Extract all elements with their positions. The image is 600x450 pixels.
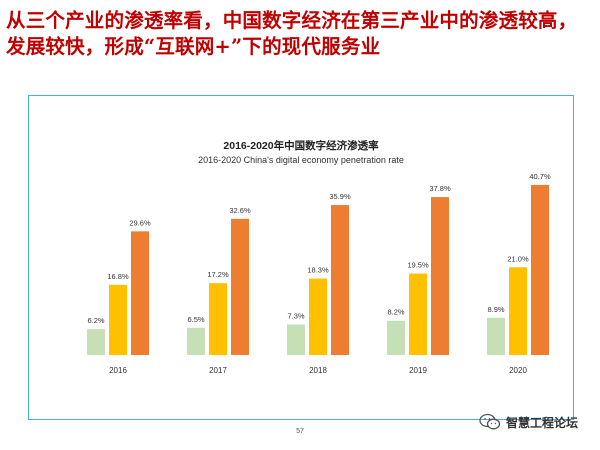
data-label-secondary-industry-2019: 19.5% (407, 261, 429, 270)
x-tick-label-2018: 2018 (309, 366, 327, 375)
page-number: 57 (296, 428, 304, 435)
x-tick-label-2016: 2016 (109, 366, 127, 375)
bar-primary-industry-2018 (287, 324, 305, 355)
bar-secondary-industry-2019 (409, 273, 427, 355)
bar-tertiary-industry-2018 (331, 205, 349, 355)
bar-secondary-industry-2020 (509, 267, 527, 355)
data-label-primary-industry-2020: 8.9% (487, 305, 504, 314)
data-label-tertiary-industry-2019: 37.8% (429, 184, 451, 193)
data-label-primary-industry-2018: 7.3% (287, 312, 304, 321)
bar-tertiary-industry-2016 (131, 231, 149, 355)
bar-secondary-industry-2016 (109, 284, 127, 355)
bar-tertiary-industry-2017 (231, 218, 249, 355)
bar-primary-industry-2016 (87, 329, 105, 355)
data-label-tertiary-industry-2016: 29.6% (129, 218, 151, 227)
watermark-text: 智慧工程论坛 (505, 415, 578, 430)
bar-primary-industry-2019 (387, 320, 405, 355)
data-label-secondary-industry-2017: 17.2% (207, 270, 229, 279)
data-label-tertiary-industry-2020: 40.7% (529, 172, 551, 181)
chart-frame (28, 95, 574, 420)
data-label-secondary-industry-2018: 18.3% (307, 266, 329, 275)
wechat-icon (479, 413, 501, 430)
data-label-primary-industry-2019: 8.2% (387, 308, 404, 317)
data-label-primary-industry-2016: 6.2% (87, 316, 104, 325)
data-label-secondary-industry-2020: 21.0% (507, 254, 529, 263)
bar-primary-industry-2020 (487, 317, 505, 355)
bar-secondary-industry-2018 (309, 278, 327, 355)
x-tick-label-2019: 2019 (409, 366, 427, 375)
bar-tertiary-industry-2020 (531, 184, 549, 355)
bar-primary-industry-2017 (187, 327, 205, 355)
headline: 从三个产业的渗透率看，中国数字经济在第三产业中的渗透较高，发展较快，形成“互联网… (6, 9, 578, 58)
data-label-tertiary-industry-2017: 32.6% (229, 206, 251, 215)
bar-secondary-industry-2017 (209, 283, 227, 355)
x-tick-label-2017: 2017 (209, 366, 227, 375)
chart: 2016-2020年中国数字经济渗透率 2016-2020 China's di… (28, 95, 574, 420)
chart-subtitle: 2016-2020 China's digital economy penetr… (198, 155, 404, 165)
bar-chart-plot: 6.2% 16.8% 29.6% 2016 6.5% 17.2% 32.6% 2017 7.3%… (87, 172, 551, 375)
data-label-tertiary-industry-2018: 35.9% (329, 192, 351, 201)
bar-tertiary-industry-2019 (431, 197, 449, 355)
data-label-secondary-industry-2016: 16.8% (107, 272, 129, 281)
chart-title: 2016-2020年中国数字经济渗透率 (223, 140, 379, 152)
x-tick-label-2020: 2020 (509, 366, 527, 375)
watermark: 智慧工程论坛 (479, 413, 578, 431)
data-label-primary-industry-2017: 6.5% (187, 315, 204, 324)
